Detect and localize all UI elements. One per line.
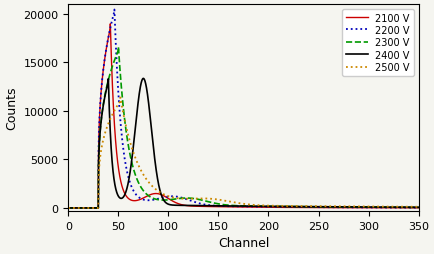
2500 V [409, 205, 414, 209]
2400 V [66, 207, 71, 210]
2200 V [409, 206, 414, 209]
2500 V [372, 205, 377, 208]
2200 V [215, 204, 220, 208]
2200 V [416, 206, 421, 209]
2400 V [372, 206, 377, 209]
2400 V [141, 77, 146, 81]
Y-axis label: Counts: Counts [5, 86, 18, 130]
X-axis label: Channel: Channel [218, 236, 269, 249]
2100 V [372, 207, 377, 210]
2100 V [108, 23, 113, 26]
2500 V [118, 97, 123, 100]
2300 V [105, 80, 111, 83]
2200 V [105, 37, 111, 40]
2400 V [126, 177, 132, 180]
2200 V [112, 9, 117, 12]
2100 V [105, 38, 111, 41]
2300 V [372, 206, 377, 209]
2500 V [416, 205, 421, 209]
2300 V [200, 199, 205, 202]
2100 V [200, 205, 205, 208]
2500 V [215, 198, 220, 201]
2400 V [215, 204, 220, 208]
2300 V [66, 207, 71, 210]
2500 V [66, 207, 71, 210]
2300 V [127, 149, 132, 152]
Line: 2500 V: 2500 V [68, 98, 419, 208]
2400 V [200, 204, 205, 207]
2500 V [105, 123, 111, 126]
2300 V [416, 206, 421, 209]
2100 V [66, 207, 71, 210]
Line: 2400 V: 2400 V [68, 79, 419, 208]
2500 V [127, 138, 132, 141]
2100 V [215, 205, 220, 208]
2400 V [105, 81, 111, 84]
2100 V [416, 207, 421, 210]
Legend: 2100 V, 2200 V, 2300 V, 2400 V, 2500 V: 2100 V, 2200 V, 2300 V, 2400 V, 2500 V [342, 10, 414, 77]
2300 V [116, 46, 121, 49]
2500 V [200, 197, 205, 200]
2100 V [409, 207, 414, 210]
2400 V [416, 206, 421, 209]
2400 V [409, 206, 414, 209]
Line: 2300 V: 2300 V [68, 47, 419, 208]
Line: 2200 V: 2200 V [68, 10, 419, 208]
2300 V [409, 206, 414, 209]
2200 V [200, 203, 205, 206]
2300 V [215, 202, 220, 205]
Line: 2100 V: 2100 V [68, 25, 419, 208]
2200 V [127, 179, 132, 182]
2100 V [127, 198, 132, 201]
2200 V [66, 207, 71, 210]
2200 V [372, 206, 377, 209]
